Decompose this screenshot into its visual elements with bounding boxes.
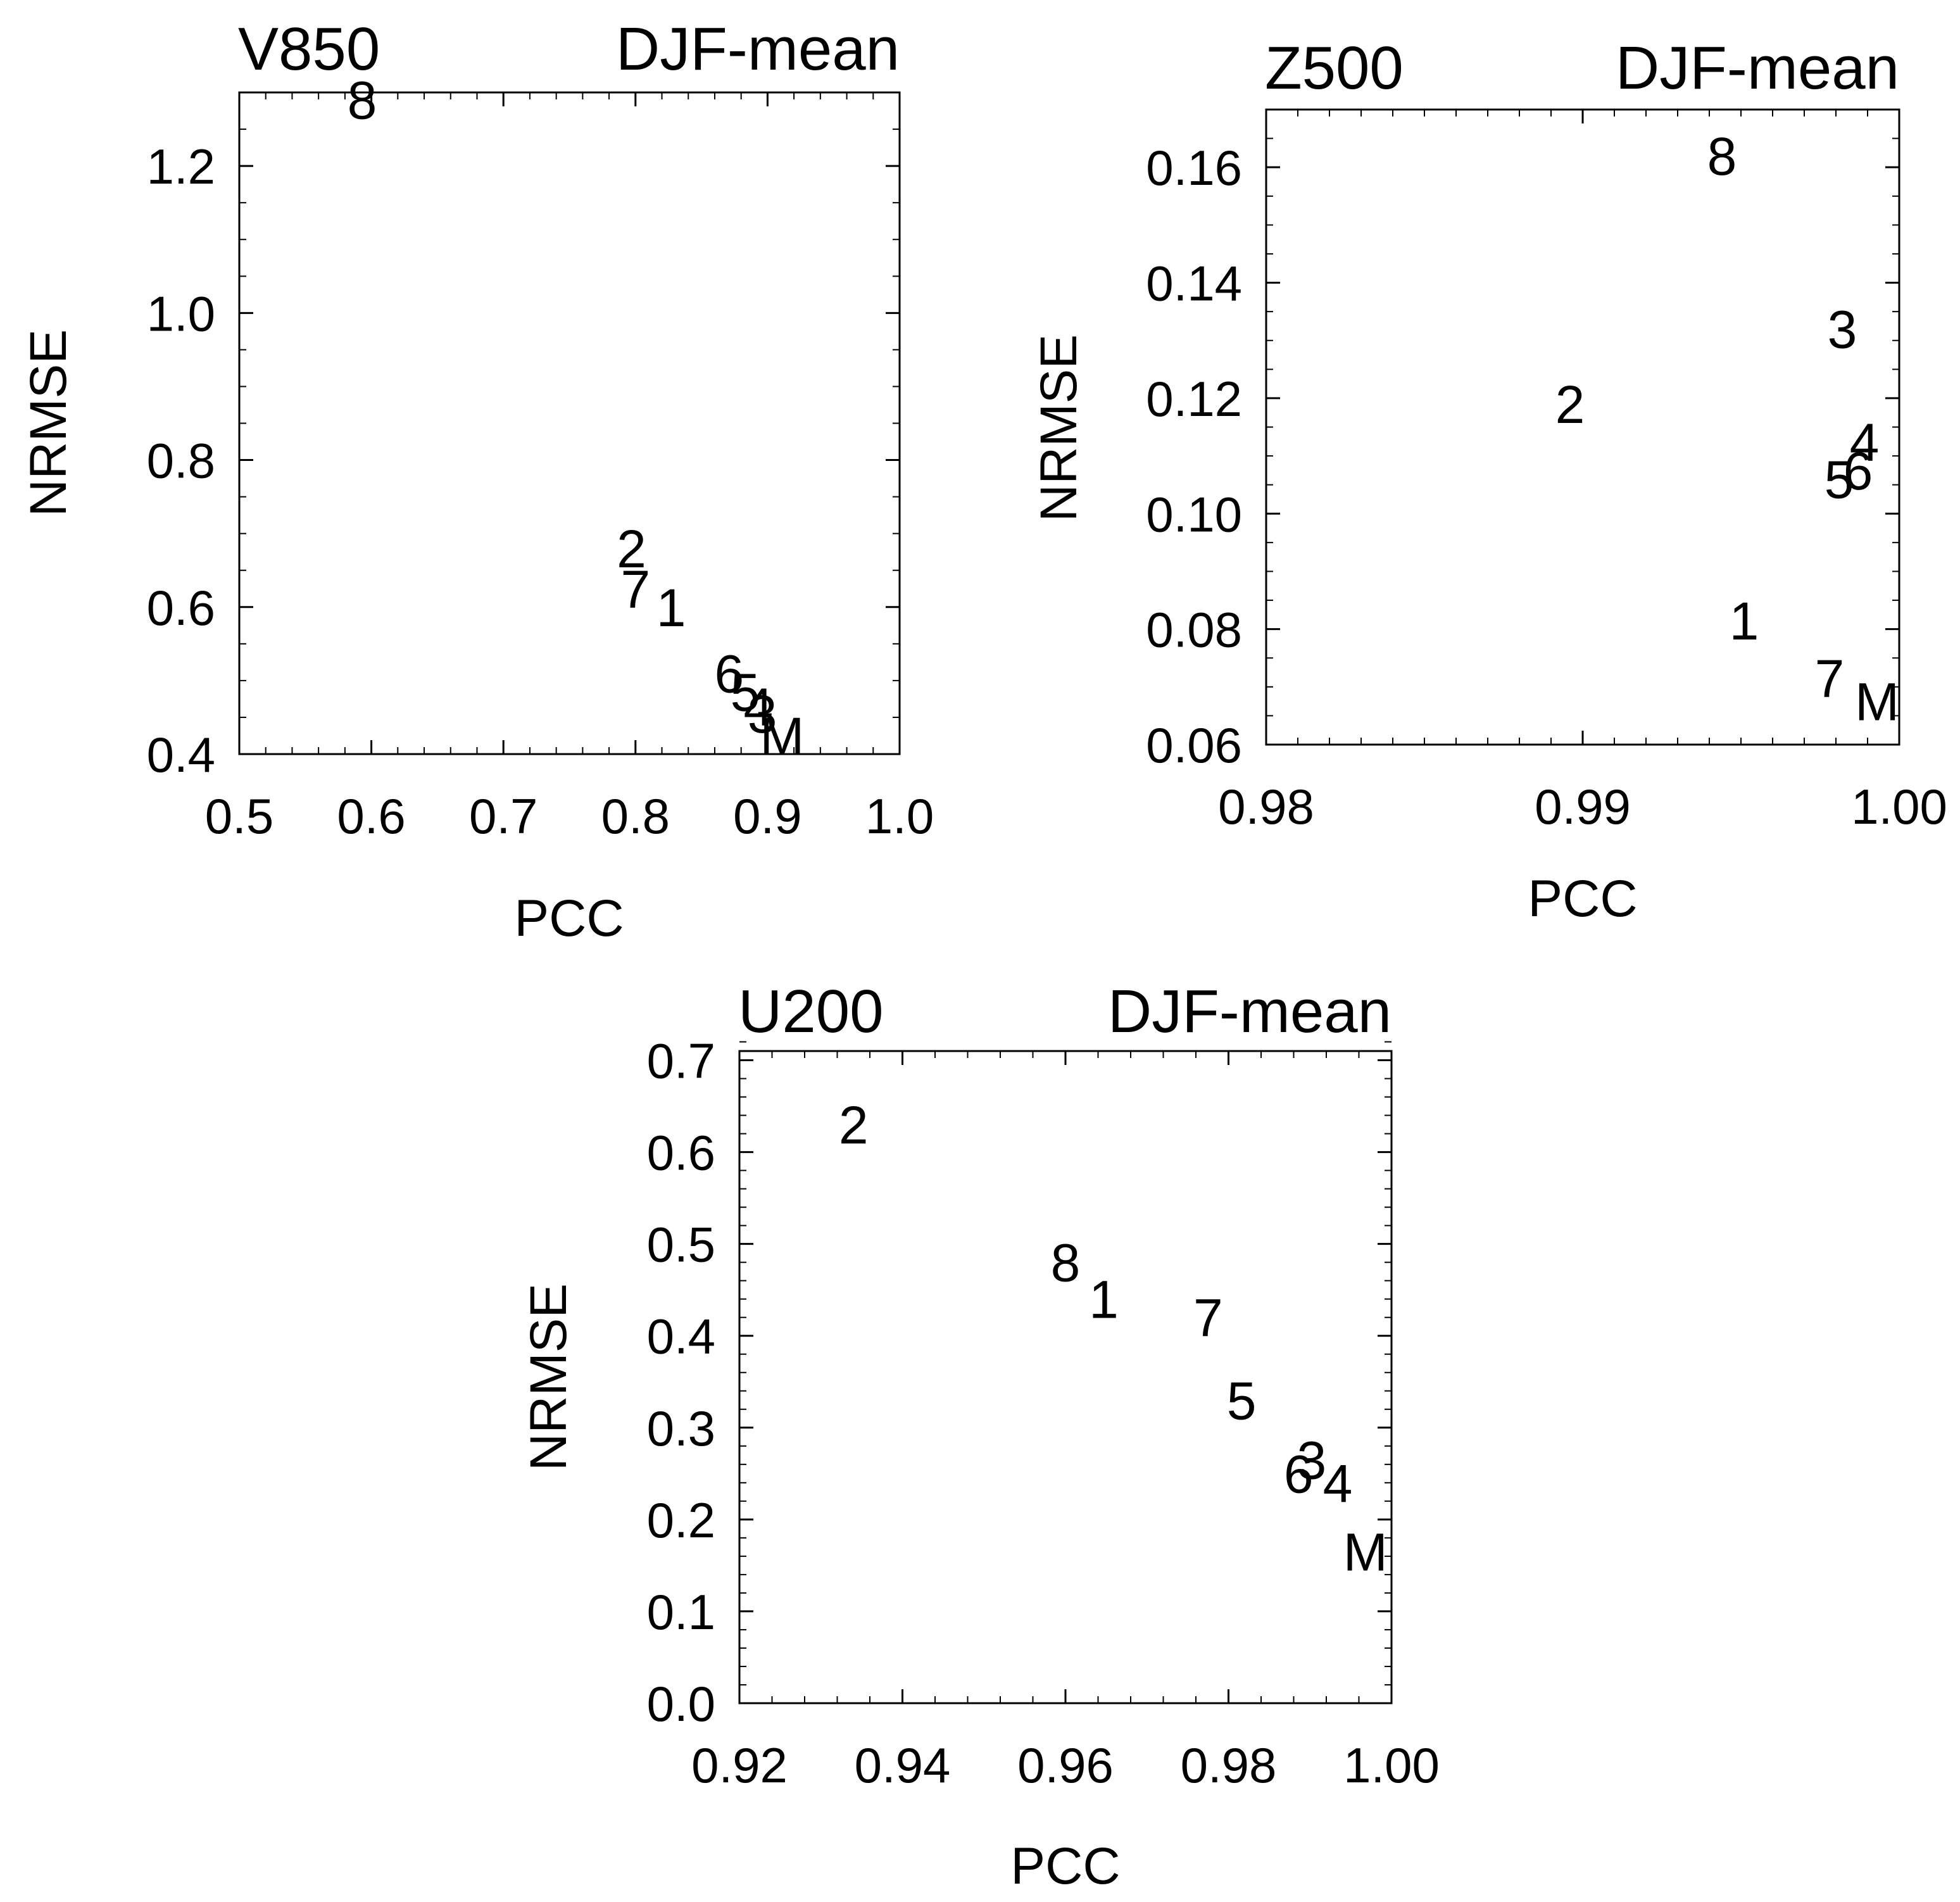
y-tick-label: 0.16 [1146, 140, 1242, 196]
data-point-M: M [1855, 672, 1899, 732]
y-tick-label: 0.7 [647, 1033, 715, 1089]
data-point-6: 6 [1284, 1444, 1314, 1504]
y-tick-label: 0.14 [1146, 256, 1242, 312]
data-point-4: 4 [743, 677, 773, 737]
data-point-M: M [760, 707, 804, 766]
data-point-7: 7 [1815, 649, 1845, 709]
y-tick-label: 0.2 [647, 1492, 715, 1548]
data-point-1: 1 [1730, 591, 1759, 651]
x-tick-label: 0.98 [1181, 1737, 1277, 1793]
y-tick-label: 0.5 [647, 1217, 715, 1273]
x-tick-label: 0.98 [1218, 779, 1314, 834]
x-tick-label: 1.0 [865, 788, 934, 844]
x-tick-label: 0.94 [855, 1737, 951, 1793]
x-tick-label: 0.5 [205, 788, 273, 844]
x-axis-label: PCC [1528, 870, 1637, 928]
y-axis-label: NRMSE [1030, 334, 1088, 522]
y-tick-label: 0.4 [147, 727, 215, 783]
panel-title-left: V850 [238, 15, 380, 83]
x-tick-label: 0.99 [1535, 779, 1631, 834]
y-tick-label: 0.4 [647, 1309, 715, 1364]
axis-ticks: 0.92 0.94 0.96 0.98 1.00 0.0 0.1 0.2 0.3 0.4 0.5 0.… [647, 1033, 1440, 1793]
x-tick-label: 0.92 [691, 1737, 788, 1793]
data-point-4: 4 [1323, 1454, 1353, 1513]
y-tick-label: 0.06 [1146, 717, 1242, 773]
data-point-5: 5 [1227, 1371, 1257, 1430]
x-axis-label: PCC [514, 890, 624, 947]
panel-title-left: U200 [738, 978, 884, 1045]
panel-title-right: DJF-mean [1616, 34, 1899, 102]
y-tick-label: 0.3 [647, 1401, 715, 1456]
data-point-5: 5 [731, 662, 760, 722]
y-tick-label: 0.1 [647, 1584, 715, 1640]
data-point-1: 1 [656, 578, 686, 638]
axis-ticks: 0.98 0.99 1.00 0.06 0.08 0.10 0.12 0.14 0.16 [1146, 109, 1947, 834]
data-point-2: 2 [1555, 375, 1585, 434]
y-tick-label: 1.0 [147, 286, 215, 341]
x-tick-label: 0.8 [601, 788, 670, 844]
data-point-8: 8 [348, 71, 377, 130]
y-tick-label: 0.10 [1146, 486, 1242, 542]
x-tick-label: 0.96 [1017, 1737, 1114, 1793]
data-point-M: M [1343, 1523, 1388, 1582]
data-point-2: 2 [839, 1095, 869, 1155]
data-point-8: 8 [1051, 1233, 1081, 1293]
panel-title-left: Z500 [1265, 34, 1404, 102]
panel-v850: V850 DJF-mean PCC NRMSE 0.5 0.6 0.7 0.8 0.9 1… [20, 15, 934, 947]
data-point-7: 7 [620, 560, 650, 619]
x-tick-label: 0.6 [337, 788, 405, 844]
data-point-1: 1 [1089, 1270, 1119, 1330]
y-tick-label: 1.2 [147, 139, 215, 194]
data-point-8: 8 [1707, 127, 1737, 186]
data-point-4: 4 [1850, 412, 1880, 472]
panel-z500: Z500 DJF-mean PCC NRMSE 0.98 0.99 1.00 0.06… [1030, 34, 1947, 928]
y-tick-label: 0.0 [647, 1676, 715, 1732]
data-points: 8 3 2 465 17 M [1555, 127, 1899, 732]
data-point-6: 6 [1844, 441, 1873, 501]
panel-u200: U200 DJF-mean PCC NRMSE 0.92 0.94 0.96 0.98… [520, 978, 1440, 1895]
y-axis-label: NRMSE [520, 1283, 577, 1471]
y-tick-label: 0.12 [1146, 371, 1242, 427]
data-point-7: 7 [1193, 1288, 1223, 1348]
panel-title-right: DJF-mean [616, 15, 900, 83]
y-tick-label: 0.08 [1146, 602, 1242, 658]
y-tick-label: 0.6 [147, 580, 215, 636]
y-axis-label: NRMSE [20, 329, 77, 517]
data-point-2: 2 [617, 519, 646, 579]
y-tick-label: 0.8 [147, 433, 215, 489]
x-tick-label: 1.00 [1343, 1737, 1440, 1793]
x-tick-label: 0.9 [733, 788, 801, 844]
axis-ticks: 0.5 0.6 0.7 0.8 0.9 1.0 0.4 0.6 0.8 1.0 1.2 [147, 92, 934, 844]
data-point-6: 6 [715, 644, 744, 703]
y-tick-label: 0.6 [647, 1125, 715, 1181]
data-point-5: 5 [1825, 450, 1854, 510]
x-axis-label: PCC [1010, 1837, 1120, 1895]
data-point-3: 3 [1297, 1431, 1326, 1490]
panel-title-right: DJF-mean [1108, 978, 1391, 1045]
data-point-3: 3 [748, 684, 777, 744]
x-tick-label: 0.7 [469, 788, 537, 844]
data-point-3: 3 [1828, 299, 1857, 359]
x-tick-label: 1.00 [1851, 779, 1947, 834]
